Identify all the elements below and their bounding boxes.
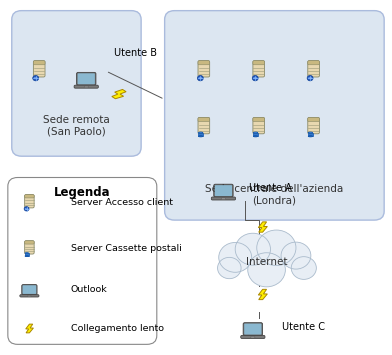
FancyBboxPatch shape (25, 195, 34, 198)
FancyBboxPatch shape (308, 118, 319, 121)
FancyBboxPatch shape (28, 295, 31, 297)
Circle shape (291, 257, 316, 279)
FancyBboxPatch shape (215, 185, 232, 196)
Text: Outlook: Outlook (71, 285, 107, 294)
Circle shape (252, 76, 258, 81)
FancyBboxPatch shape (308, 118, 319, 134)
FancyBboxPatch shape (76, 72, 96, 85)
FancyBboxPatch shape (243, 323, 263, 335)
Text: Internet: Internet (246, 257, 287, 267)
FancyBboxPatch shape (33, 61, 45, 77)
FancyBboxPatch shape (84, 86, 88, 88)
Ellipse shape (308, 132, 313, 133)
FancyBboxPatch shape (251, 337, 255, 338)
FancyBboxPatch shape (253, 118, 265, 134)
Ellipse shape (25, 256, 29, 257)
Text: Utente B: Utente B (114, 48, 157, 58)
FancyBboxPatch shape (253, 61, 265, 77)
Ellipse shape (253, 136, 258, 137)
FancyBboxPatch shape (25, 195, 34, 208)
Circle shape (257, 230, 296, 266)
FancyBboxPatch shape (211, 197, 236, 200)
Circle shape (307, 76, 313, 81)
Bar (253, 133, 258, 136)
Text: Sede remota
(San Paolo): Sede remota (San Paolo) (43, 115, 110, 137)
Text: Legenda: Legenda (54, 186, 111, 200)
Circle shape (219, 242, 252, 272)
Text: Utente C: Utente C (282, 322, 325, 332)
FancyBboxPatch shape (198, 118, 210, 134)
FancyBboxPatch shape (241, 335, 265, 338)
FancyBboxPatch shape (20, 295, 39, 297)
Circle shape (24, 207, 29, 211)
Text: Sede centrale dell'azienda
(Londra): Sede centrale dell'azienda (Londra) (205, 184, 343, 206)
FancyBboxPatch shape (33, 61, 45, 65)
Circle shape (33, 76, 39, 81)
Ellipse shape (253, 132, 258, 133)
Circle shape (248, 253, 285, 287)
FancyBboxPatch shape (165, 11, 384, 220)
Polygon shape (112, 89, 126, 99)
FancyBboxPatch shape (244, 324, 261, 334)
FancyBboxPatch shape (253, 61, 265, 65)
Polygon shape (258, 289, 267, 300)
Polygon shape (26, 324, 33, 333)
FancyBboxPatch shape (308, 61, 319, 77)
Circle shape (218, 257, 241, 279)
FancyBboxPatch shape (214, 184, 233, 197)
Polygon shape (258, 222, 267, 232)
Text: Collegamento lento: Collegamento lento (71, 324, 163, 333)
FancyBboxPatch shape (25, 241, 34, 244)
Bar (198, 133, 203, 136)
FancyBboxPatch shape (22, 285, 37, 295)
Text: Server Cassette postali: Server Cassette postali (71, 244, 181, 253)
FancyBboxPatch shape (74, 85, 98, 88)
FancyBboxPatch shape (78, 73, 95, 84)
Circle shape (281, 242, 311, 269)
Ellipse shape (198, 132, 203, 133)
FancyBboxPatch shape (25, 241, 34, 254)
FancyBboxPatch shape (221, 198, 225, 200)
FancyBboxPatch shape (23, 285, 36, 294)
FancyBboxPatch shape (198, 61, 210, 65)
Ellipse shape (198, 136, 203, 137)
Bar (308, 133, 313, 136)
FancyBboxPatch shape (308, 61, 319, 65)
Text: Utente A: Utente A (249, 183, 292, 193)
FancyBboxPatch shape (8, 178, 157, 344)
Ellipse shape (308, 136, 313, 137)
Bar (25, 253, 29, 256)
FancyBboxPatch shape (12, 11, 141, 156)
Circle shape (235, 233, 270, 265)
Text: Server Accesso client: Server Accesso client (71, 198, 172, 207)
FancyBboxPatch shape (253, 118, 265, 121)
FancyBboxPatch shape (198, 118, 210, 121)
Circle shape (198, 76, 203, 81)
FancyBboxPatch shape (198, 61, 210, 77)
